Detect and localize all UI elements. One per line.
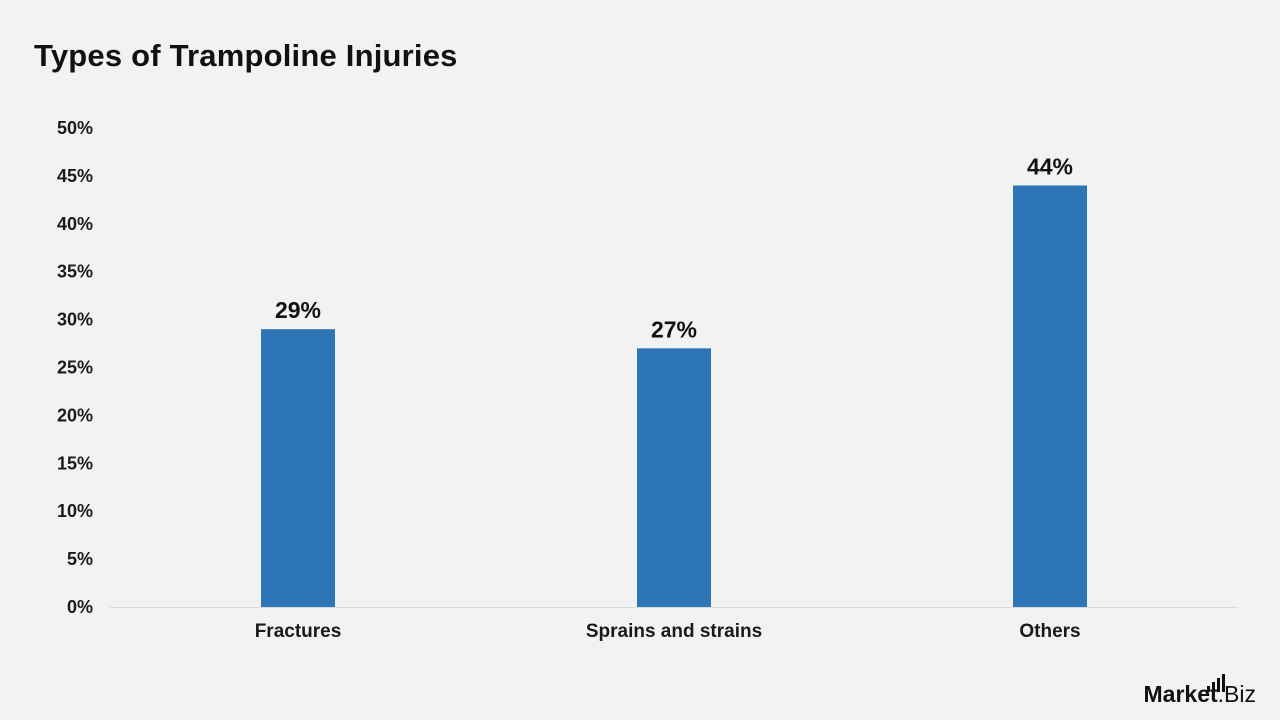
y-tick-label: 10% [57, 501, 93, 521]
x-category-label: Others [1019, 621, 1080, 642]
y-tick-label: 50% [57, 118, 93, 138]
x-category-label: Sprains and strains [586, 621, 762, 642]
brand-name-suffix: .Biz [1217, 681, 1256, 707]
marketbiz-logo: Market.Biz [1143, 674, 1256, 707]
y-tick-label: 5% [67, 549, 93, 569]
y-tick-label: 40% [57, 214, 93, 234]
bar-value-label: 29% [275, 297, 321, 323]
chart-title: Types of Trampoline Injuries [34, 38, 458, 73]
x-category-label: Fractures [255, 621, 342, 642]
y-tick-label: 45% [57, 166, 93, 186]
data-labels-group: 29% 27% 44% [275, 153, 1073, 342]
y-axis-ticks: 0% 5% 10% 15% 20% 25% 30% 35% 40% 45% 50% [57, 118, 93, 617]
bar [261, 329, 335, 607]
bar-value-label: 44% [1027, 153, 1073, 179]
bar-value-label: 27% [651, 316, 697, 342]
bars-group [261, 185, 1087, 608]
y-tick-label: 35% [57, 262, 93, 282]
y-tick-label: 0% [67, 597, 93, 617]
y-tick-label: 15% [57, 453, 93, 473]
bars-logo-icon [1206, 670, 1225, 692]
y-tick-label: 20% [57, 405, 93, 425]
y-tick-label: 25% [57, 358, 93, 378]
brand-name-main: Market [1143, 681, 1218, 707]
y-tick-label: 30% [57, 310, 93, 330]
bar [637, 348, 711, 607]
bar [1013, 185, 1087, 608]
category-labels-group: Fractures Sprains and strains Others [255, 621, 1081, 642]
